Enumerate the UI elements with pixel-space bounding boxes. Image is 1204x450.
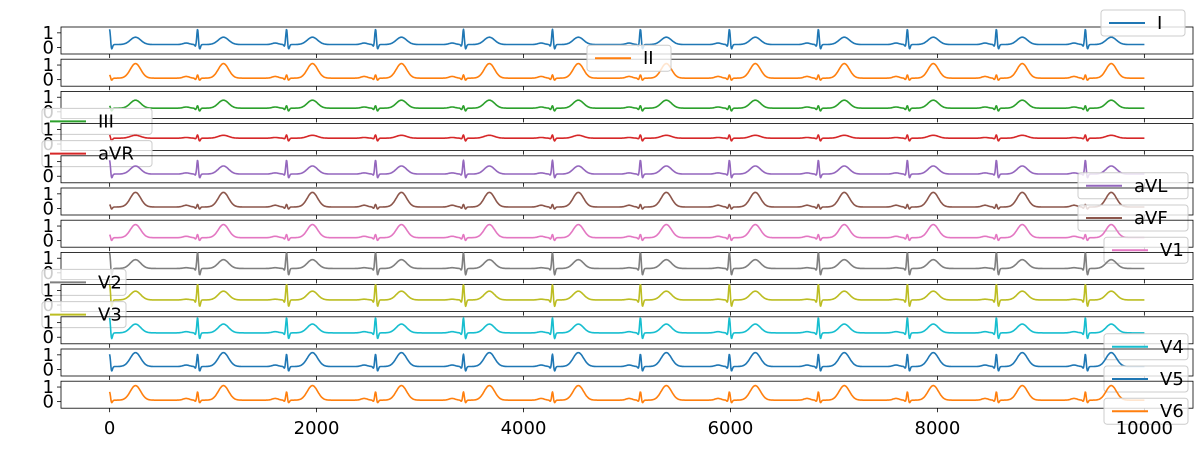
panel-frame-v5 bbox=[60, 348, 1194, 377]
legend-v1: V1 bbox=[1103, 236, 1189, 264]
panel-v6: 10 V6 bbox=[43, 377, 1194, 425]
ytick-label-avl-1: 1 bbox=[43, 152, 54, 173]
panel-v3: 10V3 bbox=[41, 280, 1194, 329]
ytick-label-v4-0: 0 bbox=[43, 327, 54, 348]
panel-v1: 10 V1 bbox=[43, 216, 1194, 264]
ytick-label-ii-0: 0 bbox=[43, 70, 54, 91]
panel-iii: 10III bbox=[41, 87, 1194, 135]
series-line-avl bbox=[108, 159, 1145, 179]
xtick-label-8000: 8000 bbox=[915, 418, 961, 439]
legend-label-avl: aVL bbox=[1134, 176, 1167, 197]
panel-frame-avf bbox=[60, 187, 1194, 216]
panel-frame-v4 bbox=[60, 316, 1194, 345]
ytick-label-v4-1: 1 bbox=[43, 313, 54, 334]
legend-v5: V5 bbox=[1103, 365, 1189, 393]
ytick-label-avf-1: 1 bbox=[43, 184, 54, 205]
panel-frame-avl bbox=[60, 155, 1194, 184]
legend-ii: II bbox=[586, 44, 672, 72]
legend-label-v2: V2 bbox=[98, 272, 122, 293]
legend-label-v5: V5 bbox=[1160, 369, 1184, 390]
ytick-label-avl-0: 0 bbox=[43, 166, 54, 187]
legend-iii: III bbox=[41, 107, 153, 135]
ytick-label-v6-1: 1 bbox=[43, 377, 54, 398]
legend-label-v6: V6 bbox=[1160, 401, 1184, 422]
ytick-label-avr-1: 1 bbox=[43, 119, 54, 140]
legend-box-avr bbox=[41, 140, 153, 168]
legend-avr: aVR bbox=[41, 140, 153, 168]
ytick-label-v1-1: 1 bbox=[43, 216, 54, 237]
xtick-label-6000: 6000 bbox=[708, 418, 754, 439]
legend-v3: V3 bbox=[41, 301, 127, 329]
ytick-label-iii-1: 1 bbox=[43, 87, 54, 108]
series-line-avf bbox=[108, 191, 1145, 210]
panel-v5: 10 V5 bbox=[43, 345, 1194, 393]
series-line-v1 bbox=[108, 223, 1145, 242]
panel-v2: 10V2 bbox=[41, 248, 1194, 296]
legend-label-ii: II bbox=[643, 48, 654, 69]
panel-avl: 10 aVL bbox=[43, 152, 1194, 200]
ytick-label-v6-0: 0 bbox=[43, 392, 54, 413]
legend-avl: aVL bbox=[1077, 172, 1189, 200]
xtick-label-2000: 2000 bbox=[294, 418, 340, 439]
legend-v2: V2 bbox=[41, 268, 127, 296]
legend-avf: aVF bbox=[1077, 204, 1189, 232]
legend-box-iii bbox=[41, 107, 153, 135]
ytick-label-v3-1: 1 bbox=[43, 280, 54, 301]
legend-box-avl bbox=[1077, 172, 1189, 200]
ytick-label-v2-1: 1 bbox=[43, 248, 54, 269]
panel-frame-v2 bbox=[60, 251, 1194, 280]
panel-avr: 10aVR bbox=[41, 119, 1194, 168]
xtick-label-10000: 10000 bbox=[1116, 418, 1173, 439]
legend-label-v3: V3 bbox=[98, 305, 122, 326]
series-line-i bbox=[108, 28, 1145, 50]
panel-avf: 10 aVF bbox=[43, 184, 1194, 232]
ytick-label-v5-1: 1 bbox=[43, 345, 54, 366]
ytick-label-ii-1: 1 bbox=[43, 55, 54, 76]
ytick-label-v1-0: 0 bbox=[43, 231, 54, 252]
panel-frame-v1 bbox=[60, 219, 1194, 248]
legend-v6: V6 bbox=[1103, 397, 1189, 425]
panel-frame-iii bbox=[60, 91, 1194, 119]
series-line-ii bbox=[108, 62, 1145, 81]
series-line-v6 bbox=[108, 384, 1145, 404]
legend-label-iii: III bbox=[98, 111, 114, 132]
panel-frame-avr bbox=[60, 123, 1194, 151]
legend-v4: V4 bbox=[1103, 333, 1189, 361]
legend-box-avf bbox=[1077, 204, 1189, 232]
legend-label-v4: V4 bbox=[1160, 337, 1184, 358]
legend-label-avf: aVF bbox=[1134, 208, 1168, 229]
panel-v4: 10 V4 bbox=[43, 313, 1194, 361]
series-line-v3 bbox=[108, 284, 1145, 308]
ytick-label-i-1: 1 bbox=[43, 23, 54, 44]
series-line-avr bbox=[108, 134, 1145, 142]
ytick-label-v5-0: 0 bbox=[43, 359, 54, 380]
series-line-v5 bbox=[108, 351, 1145, 372]
ytick-label-avf-0: 0 bbox=[43, 198, 54, 219]
legend-label-i: I bbox=[1157, 13, 1162, 34]
legend-i: I bbox=[1100, 9, 1186, 37]
legend-label-avr: aVR bbox=[98, 144, 134, 165]
panel-frame-v3 bbox=[60, 284, 1194, 313]
panel-ii: 10 II bbox=[43, 44, 1194, 91]
series-line-v2 bbox=[108, 251, 1145, 276]
xtick-label-4000: 4000 bbox=[501, 418, 547, 439]
series-line-iii bbox=[108, 99, 1145, 112]
ytick-label-i-0: 0 bbox=[43, 37, 54, 58]
legend-label-v1: V1 bbox=[1160, 240, 1184, 261]
xtick-label-0: 0 bbox=[104, 418, 115, 439]
panel-frame-v6 bbox=[60, 380, 1194, 409]
series-line-v4 bbox=[108, 317, 1145, 340]
